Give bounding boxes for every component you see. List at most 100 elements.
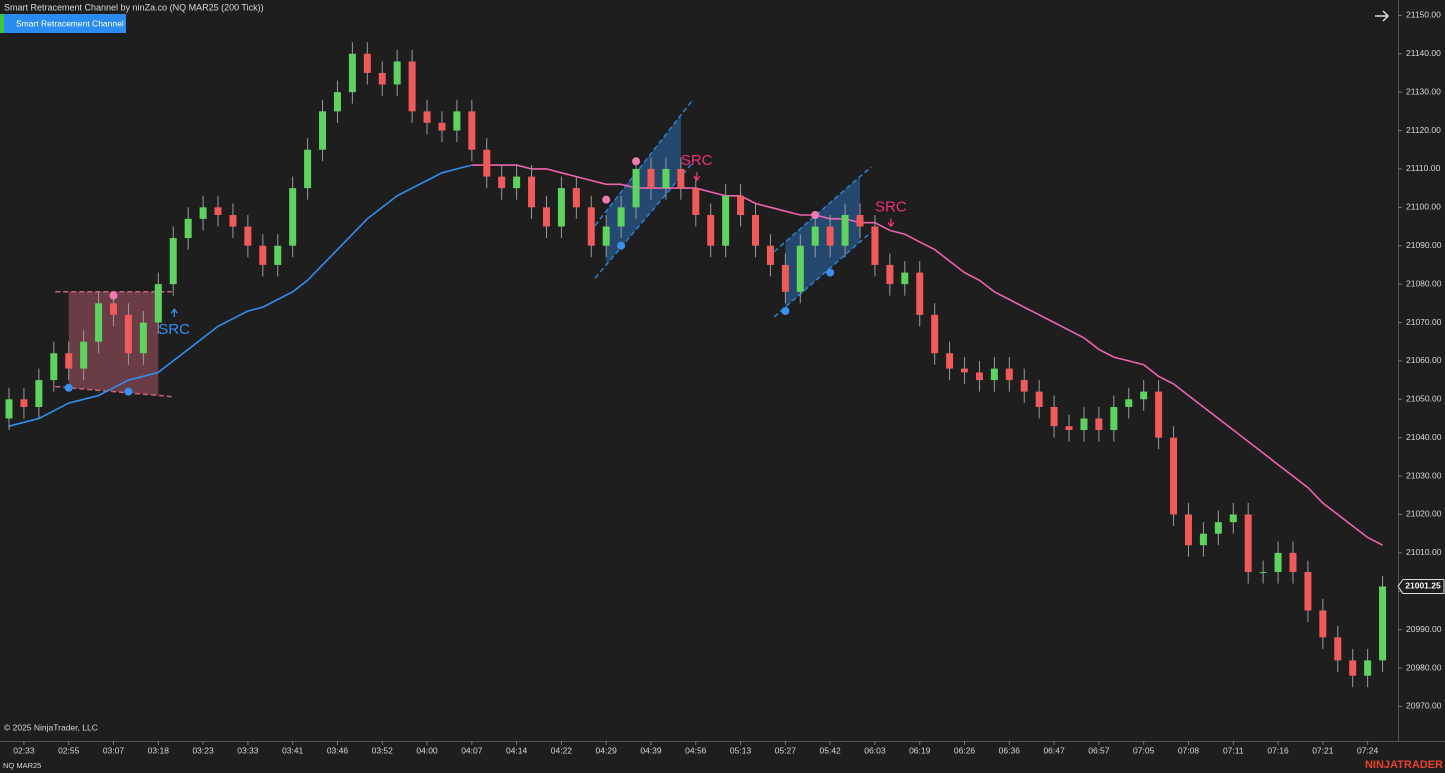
channel-top [594, 100, 693, 227]
candle-body [826, 226, 834, 246]
x-tick-label: 07:16 [1267, 745, 1289, 755]
candle-body [647, 168, 655, 189]
candle-body [632, 168, 640, 208]
channel [68, 291, 159, 396]
candle-body [975, 372, 983, 381]
candle-body [1199, 533, 1207, 546]
candle-body [423, 111, 431, 123]
candle-body [737, 195, 745, 216]
candle-body [289, 188, 297, 246]
x-tick-label: 03:52 [372, 745, 394, 755]
candle-body [796, 245, 804, 292]
candle-body [557, 188, 565, 227]
candle-body [363, 53, 371, 73]
candle-body [139, 322, 147, 354]
x-tick-label: 06:26 [954, 745, 976, 755]
y-tick-label: 21090.00 [1406, 240, 1442, 250]
candle-body [722, 195, 730, 246]
x-tick-label: 04:00 [416, 745, 438, 755]
candle-body [871, 226, 879, 265]
x-tick-label: 03:46 [327, 745, 349, 755]
candle-body [1229, 514, 1237, 523]
signal-label: SRC [875, 198, 907, 215]
candle-body [513, 176, 521, 189]
y-tick-label: 21130.00 [1406, 86, 1441, 96]
candle-body [707, 215, 715, 246]
candle-body [319, 111, 327, 150]
chart-title: Smart Retracement Channel by ninZa.co (N… [4, 2, 264, 12]
candle-body [393, 61, 401, 85]
candle-body [931, 314, 939, 354]
y-tick-label: 21020.00 [1406, 509, 1442, 519]
y-tick-label: 21120.00 [1406, 125, 1441, 135]
y-tick-label: 20990.00 [1406, 624, 1442, 634]
candle-body [1334, 637, 1342, 661]
y-tick-label: 21040.00 [1406, 432, 1442, 442]
candle-body [990, 368, 998, 381]
candle-body [602, 226, 610, 246]
candle-body [274, 245, 282, 265]
x-tick-label: 06:03 [864, 745, 886, 755]
candle-body [1244, 514, 1252, 573]
candle-body [169, 238, 177, 285]
pivot-dot [617, 241, 626, 250]
candle-body [1050, 406, 1058, 427]
y-tick-label: 20970.00 [1406, 701, 1442, 711]
candle-body [229, 215, 237, 227]
candle-body [214, 207, 222, 216]
moving-average [8, 164, 472, 427]
y-tick-label: 21030.00 [1406, 470, 1442, 480]
x-tick-label: 06:19 [909, 745, 931, 755]
x-tick-label: 03:07 [103, 745, 125, 755]
pivot-dot [781, 306, 790, 315]
y-tick-label: 21100.00 [1406, 202, 1441, 212]
candle-body [50, 353, 58, 381]
candle-body [498, 176, 506, 189]
x-tick-label: 07:08 [1178, 745, 1200, 755]
signal-arrow [693, 172, 701, 182]
candle-body [1214, 522, 1222, 534]
candle-body [528, 176, 536, 208]
indicator-button[interactable] [0, 14, 126, 33]
candle-body [1140, 391, 1148, 400]
x-tick-label: 07:05 [1133, 745, 1155, 755]
candle-body [304, 149, 312, 189]
candle-body [1035, 391, 1043, 407]
x-tick-label: 04:56 [685, 745, 707, 755]
candle-body [184, 218, 192, 239]
candle-body [886, 264, 894, 285]
indicator-button-label: Smart Retracement Channel [16, 18, 124, 28]
candle-body [154, 284, 162, 323]
y-tick-label: 21110.00 [1406, 163, 1440, 173]
candle-body [453, 111, 461, 131]
x-tick-label: 06:47 [1043, 745, 1065, 755]
candle-body [1020, 380, 1028, 392]
pivot-dot [826, 268, 835, 277]
channel [606, 115, 681, 265]
x-tick-label: 05:42 [820, 745, 842, 755]
channel-bottom [773, 231, 872, 318]
candle-body [1065, 426, 1073, 431]
candle-body [752, 215, 759, 246]
candle-body [483, 149, 491, 177]
candle-body [110, 303, 118, 315]
candle-body [1274, 552, 1282, 573]
y-tick-label: 21050.00 [1406, 394, 1442, 404]
candle-body [766, 245, 774, 265]
y-tick-label: 21070.00 [1406, 317, 1442, 327]
candle-body [901, 272, 909, 285]
candle-body [378, 72, 386, 85]
candle-body [5, 399, 13, 419]
candle-body [1364, 660, 1372, 676]
candle-body [1095, 418, 1103, 431]
y-tick-label: 21010.00 [1406, 547, 1442, 557]
channel-top [773, 166, 872, 253]
price-tag [1397, 578, 1445, 594]
arrow-icon[interactable] [1375, 10, 1390, 22]
x-tick-label: 07:11 [1223, 745, 1244, 755]
candle-body [1184, 514, 1192, 546]
candle-body [587, 207, 595, 246]
copyright: © 2025 NinjaTrader, LLC [4, 722, 98, 732]
candle-body [333, 92, 341, 112]
candle-body [617, 207, 625, 227]
